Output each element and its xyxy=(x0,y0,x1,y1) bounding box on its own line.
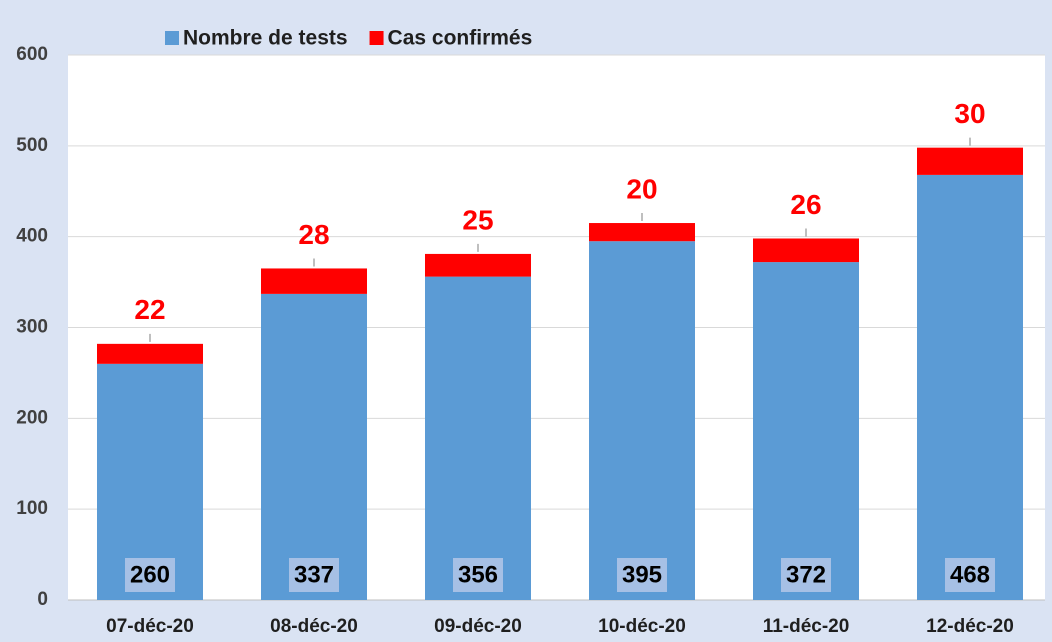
bar-segment xyxy=(917,147,1023,175)
value-label: 356 xyxy=(458,561,498,588)
value-label: 20 xyxy=(626,173,657,204)
bar-segment xyxy=(261,293,367,600)
bar-segment xyxy=(917,174,1023,600)
bar-segment xyxy=(589,241,695,601)
y-tick-label: 200 xyxy=(16,407,48,428)
legend-label: Cas confirmés xyxy=(388,27,533,50)
y-tick-label: 300 xyxy=(16,317,48,338)
value-label: 468 xyxy=(950,561,990,588)
legend-swatch xyxy=(165,31,179,45)
y-tick-label: 500 xyxy=(16,135,48,156)
value-label: 395 xyxy=(622,561,662,588)
value-label-box xyxy=(781,558,831,592)
legend-swatch xyxy=(369,31,384,45)
value-label: 337 xyxy=(294,561,334,588)
bar-segment xyxy=(97,343,203,364)
value-label-box xyxy=(289,558,339,592)
bar-segment xyxy=(589,223,695,242)
bar-segment xyxy=(261,268,367,294)
bar-segment xyxy=(425,253,531,277)
y-tick-label: 0 xyxy=(37,589,48,610)
value-label: 26 xyxy=(790,189,821,220)
y-tick-label: 600 xyxy=(16,44,48,65)
value-label: 260 xyxy=(130,561,170,588)
value-label-box xyxy=(453,558,503,592)
value-label-box xyxy=(125,558,175,592)
bar-segment xyxy=(753,262,859,600)
x-tick-label: 07-déc-20 xyxy=(106,616,194,637)
bar-segment xyxy=(753,238,859,263)
legend-label: Nombre de tests xyxy=(183,27,348,50)
value-label-box xyxy=(617,558,667,592)
value-label: 30 xyxy=(954,98,985,129)
x-tick-label: 09-déc-20 xyxy=(434,616,522,637)
x-tick-label: 11-déc-20 xyxy=(763,616,850,637)
bar-segment xyxy=(425,276,531,600)
x-tick-label: 08-déc-20 xyxy=(270,616,358,637)
x-tick-label: 10-déc-20 xyxy=(598,616,686,637)
value-label: 22 xyxy=(134,294,165,325)
y-tick-label: 100 xyxy=(16,498,48,519)
value-label: 25 xyxy=(462,204,493,235)
y-tick-label: 400 xyxy=(16,226,48,247)
value-label: 28 xyxy=(298,219,329,250)
value-label-box xyxy=(945,558,995,592)
value-label: 372 xyxy=(786,561,826,588)
x-tick-label: 12-déc-20 xyxy=(926,616,1014,637)
